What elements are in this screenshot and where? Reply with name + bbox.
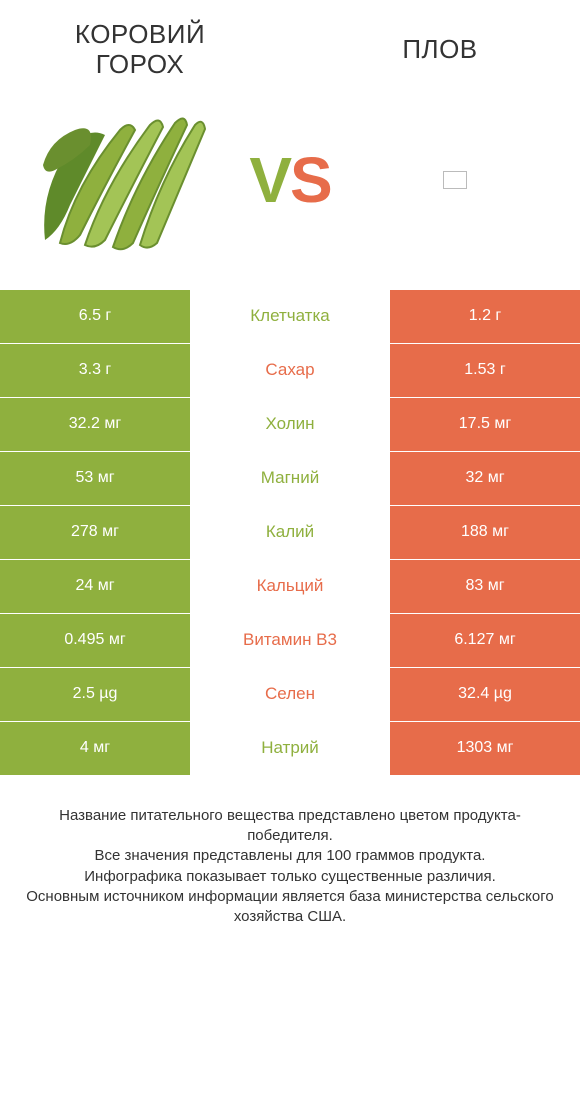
table-row: 4 мгНатрий1303 мг xyxy=(0,722,580,776)
nutrient-label: Витамин B3 xyxy=(190,614,390,667)
table-row: 2.5 µgСелен32.4 µg xyxy=(0,668,580,722)
nutrient-label: Калий xyxy=(190,506,390,559)
right-value: 32 мг xyxy=(390,452,580,505)
footer-line: Инфографика показывает только существенн… xyxy=(20,867,560,887)
left-product-image xyxy=(30,90,220,270)
footer-line: Название питательного вещества представл… xyxy=(20,806,560,847)
right-value: 1303 мг xyxy=(390,722,580,775)
left-value: 278 мг xyxy=(0,506,190,559)
vs-s: S xyxy=(290,144,331,216)
nutrient-label: Магний xyxy=(190,452,390,505)
footer-line: Все значения представлены для 100 граммо… xyxy=(20,846,560,866)
right-product-title: ПЛОВ xyxy=(402,35,477,65)
nutrient-table: 6.5 гКлетчатка1.2 г3.3 гСахар1.53 г32.2 … xyxy=(0,290,580,776)
right-value: 1.53 г xyxy=(390,344,580,397)
nutrient-label: Сахар xyxy=(190,344,390,397)
right-value: 188 мг xyxy=(390,506,580,559)
header: КОРОВИЙ ГОРОХ ПЛОВ xyxy=(0,0,580,90)
right-value: 83 мг xyxy=(390,560,580,613)
nutrient-label: Холин xyxy=(190,398,390,451)
footer-notes: Название питательного вещества представл… xyxy=(0,776,580,928)
right-value: 6.127 мг xyxy=(390,614,580,667)
header-left: КОРОВИЙ ГОРОХ xyxy=(40,20,240,80)
table-row: 6.5 гКлетчатка1.2 г xyxy=(0,290,580,344)
nutrient-label: Натрий xyxy=(190,722,390,775)
image-placeholder-icon xyxy=(443,171,467,189)
nutrient-label: Клетчатка xyxy=(190,290,390,343)
vs-v: V xyxy=(249,144,290,216)
right-value: 32.4 µg xyxy=(390,668,580,721)
header-right: ПЛОВ xyxy=(340,20,540,80)
table-row: 53 мгМагний32 мг xyxy=(0,452,580,506)
left-value: 4 мг xyxy=(0,722,190,775)
left-value: 6.5 г xyxy=(0,290,190,343)
right-value: 1.2 г xyxy=(390,290,580,343)
right-value: 17.5 мг xyxy=(390,398,580,451)
left-value: 3.3 г xyxy=(0,344,190,397)
footer-line: Основным источником информации является … xyxy=(20,887,560,928)
images-row: VS xyxy=(0,90,580,290)
left-value: 0.495 мг xyxy=(0,614,190,667)
right-product-image xyxy=(360,90,550,270)
left-value: 53 мг xyxy=(0,452,190,505)
table-row: 24 мгКальций83 мг xyxy=(0,560,580,614)
table-row: 3.3 гСахар1.53 г xyxy=(0,344,580,398)
left-value: 2.5 µg xyxy=(0,668,190,721)
table-row: 32.2 мгХолин17.5 мг xyxy=(0,398,580,452)
green-beans-icon xyxy=(35,95,215,265)
left-product-title: КОРОВИЙ ГОРОХ xyxy=(40,20,240,80)
vs-label: VS xyxy=(249,143,330,217)
left-value: 24 мг xyxy=(0,560,190,613)
nutrient-label: Кальций xyxy=(190,560,390,613)
table-row: 0.495 мгВитамин B36.127 мг xyxy=(0,614,580,668)
table-row: 278 мгКалий188 мг xyxy=(0,506,580,560)
left-value: 32.2 мг xyxy=(0,398,190,451)
nutrient-label: Селен xyxy=(190,668,390,721)
